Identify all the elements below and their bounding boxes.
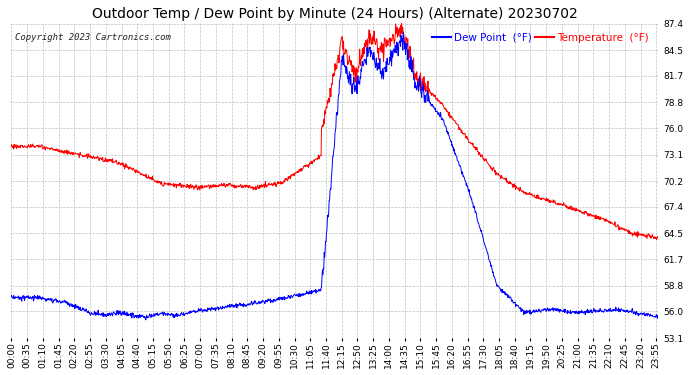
Legend: Dew Point  (°F), Temperature  (°F): Dew Point (°F), Temperature (°F) — [428, 29, 653, 47]
Text: Copyright 2023 Cartronics.com: Copyright 2023 Cartronics.com — [14, 33, 170, 42]
Title: Outdoor Temp / Dew Point by Minute (24 Hours) (Alternate) 20230702: Outdoor Temp / Dew Point by Minute (24 H… — [92, 7, 578, 21]
